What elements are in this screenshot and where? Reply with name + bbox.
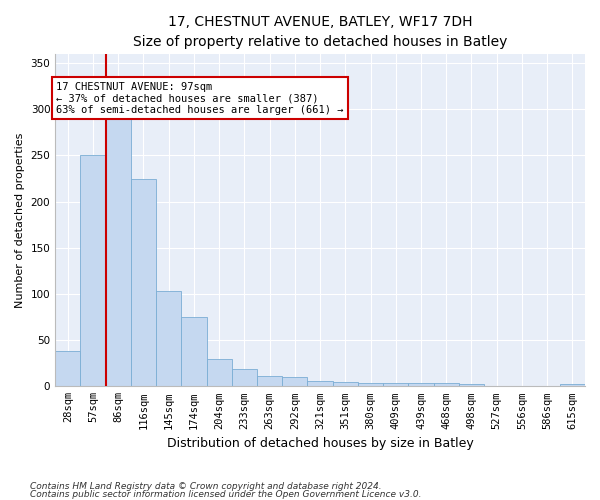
Bar xyxy=(156,291,181,386)
Bar xyxy=(434,382,459,386)
Bar xyxy=(206,358,232,386)
Bar xyxy=(307,381,332,386)
Bar xyxy=(282,377,307,386)
Bar xyxy=(181,317,206,386)
Bar xyxy=(560,384,585,386)
Bar xyxy=(383,382,409,386)
X-axis label: Distribution of detached houses by size in Batley: Distribution of detached houses by size … xyxy=(167,437,473,450)
Bar xyxy=(358,382,383,386)
Bar xyxy=(409,382,434,386)
Bar xyxy=(106,116,131,386)
Bar xyxy=(257,376,282,386)
Bar xyxy=(232,369,257,386)
Title: 17, CHESTNUT AVENUE, BATLEY, WF17 7DH
Size of property relative to detached hous: 17, CHESTNUT AVENUE, BATLEY, WF17 7DH Si… xyxy=(133,15,507,48)
Bar xyxy=(131,178,156,386)
Bar xyxy=(55,351,80,386)
Bar xyxy=(80,156,106,386)
Bar xyxy=(332,382,358,386)
Bar xyxy=(459,384,484,386)
Y-axis label: Number of detached properties: Number of detached properties xyxy=(15,132,25,308)
Text: Contains HM Land Registry data © Crown copyright and database right 2024.: Contains HM Land Registry data © Crown c… xyxy=(30,482,382,491)
Text: 17 CHESTNUT AVENUE: 97sqm
← 37% of detached houses are smaller (387)
63% of semi: 17 CHESTNUT AVENUE: 97sqm ← 37% of detac… xyxy=(56,82,344,114)
Text: Contains public sector information licensed under the Open Government Licence v3: Contains public sector information licen… xyxy=(30,490,421,499)
